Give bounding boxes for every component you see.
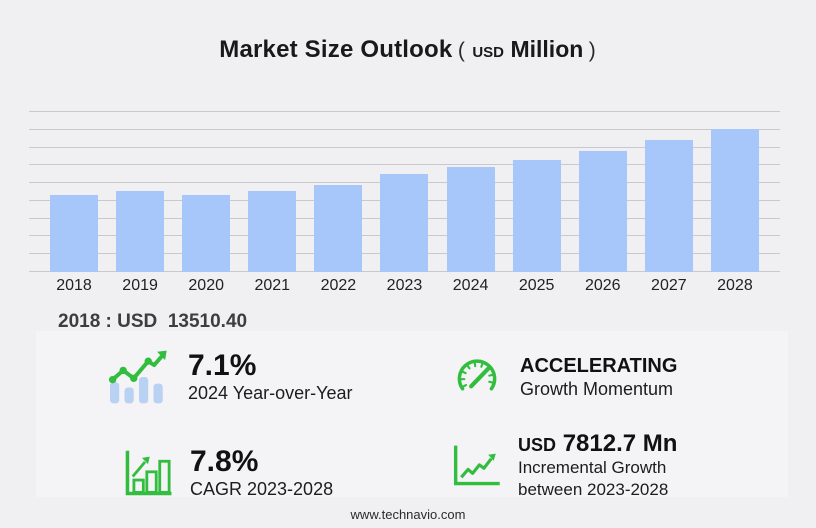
bar-2025 [512,159,561,272]
bar-2019 [116,190,165,272]
bar-2023 [380,174,429,272]
website-footer: www.technavio.com [350,507,466,522]
stat-incremental-currency: USD [518,434,557,455]
gridline [29,111,780,112]
line-growth-icon [450,442,502,490]
x-axis-labels: 2018 2019 2020 2021 2022 2023 2024 2025 2026 2027… [29,277,780,295]
bar-2018 [50,194,98,272]
x-axis-label: 2021 [254,277,291,294]
bar-2028 [710,129,759,272]
framed-growth-chart-icon [120,446,176,500]
stats-panel: 7.1% 2024 Year-over-Year ACCELERATING Gr… [36,331,788,499]
bar-chart-trend-icon [106,348,172,406]
x-axis-label: 2020 [188,277,224,294]
gridline [29,164,780,166]
stat-momentum-value: ACCELERATING [520,354,678,377]
bar-2026 [578,150,627,272]
x-axis-label: 2024 [452,277,489,294]
title-paren-open: ( [457,39,465,62]
x-axis-label: 2018 [56,277,92,294]
x-axis-label: 2023 [386,277,423,294]
bar-2020 [182,194,231,272]
x-axis-label: 2022 [320,277,357,294]
stat-yoy: 7.1% 2024 Year-over-Year [106,345,352,409]
x-axis-label: 2027 [651,277,687,294]
bar-2027 [644,140,693,272]
stat-momentum-label: Growth Momentum [520,378,674,399]
x-axis-label: 2026 [584,277,621,294]
bar-chart-plot [29,111,780,272]
stat-incremental-amount: 7812.7 Mn [562,429,678,457]
chart-title-main: Market Size Outlook [219,36,453,63]
stat-incremental-value: USD 7812.7 Mn [518,429,696,457]
gridline [29,146,780,148]
stat-cagr-label: CAGR 2023-2028 [190,478,334,499]
stat-incremental-label: Incremental Growth between 2023-2028 [518,458,669,500]
title-paren-close: ) [588,39,596,62]
x-axis-label: 2019 [122,277,158,294]
bar-2021 [248,190,297,272]
bar-2024 [446,167,495,272]
stat-momentum: ACCELERATING Growth Momentum [450,345,677,409]
stat-yoy-value: 7.1% [188,348,257,382]
title-unit: Million [510,36,584,62]
chart-title: Market Size Outlook ( USD Million ) [0,36,816,64]
x-axis-label: 2025 [518,277,555,294]
gridline [29,128,780,130]
x-axis-label: 2028 [717,277,753,294]
speedometer-icon [450,355,504,400]
bar-series [29,112,780,272]
title-currency: USD [472,44,505,61]
base-year-value-label: 2018 : USD 13510.40 [58,311,248,332]
stat-yoy-label: 2024 Year-over-Year [188,382,353,403]
stat-cagr: 7.8% CAGR 2023-2028 [120,443,333,503]
bar-2022 [314,185,363,272]
stat-cagr-value: 7.8% [190,444,259,478]
stat-incremental: USD 7812.7 Mn Incremental Growth between… [450,427,696,505]
